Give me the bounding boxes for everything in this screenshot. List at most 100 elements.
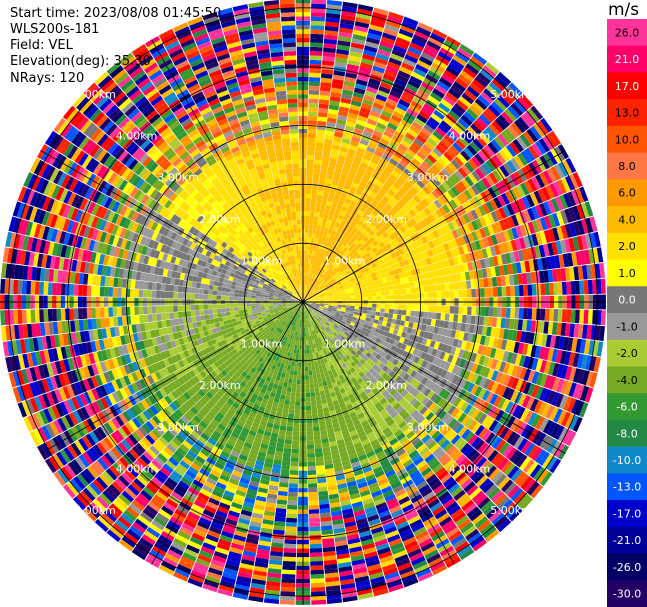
radar-gate: [351, 196, 359, 204]
radar-gate: [333, 275, 339, 280]
radar-gate: [515, 225, 523, 238]
radar-gate: [324, 305, 329, 309]
radar-gate: [318, 234, 323, 240]
radar-gate: [424, 353, 431, 362]
radar-gate: [502, 162, 514, 176]
radar-gate: [389, 259, 395, 266]
radar-gate: [311, 289, 316, 294]
radar-gate: [348, 275, 354, 280]
radar-gate: [424, 234, 432, 243]
radar-gate: [494, 117, 507, 131]
radar-gate: [329, 188, 337, 195]
radar-gate: [292, 431, 300, 437]
radar-gate: [559, 239, 567, 254]
radar-gate: [360, 319, 366, 324]
radar-gate: [490, 210, 499, 223]
radar-gate: [453, 314, 459, 323]
radar-gate: [521, 395, 531, 408]
radar-gate: [292, 353, 297, 358]
radar-gate: [428, 180, 438, 190]
radar-gate: [309, 277, 312, 282]
radar-gate: [464, 129, 476, 141]
radar-gate: [307, 353, 311, 359]
radar-gate: [589, 372, 598, 388]
radar-gate: [387, 122, 398, 131]
radar-gate: [428, 231, 436, 241]
radar-gate: [452, 196, 462, 207]
radar-gate: [510, 239, 518, 252]
radar-gate: [320, 314, 325, 318]
radar-gate: [319, 258, 324, 263]
radar-gate: [395, 178, 405, 187]
radar-gate: [310, 294, 315, 298]
radar-gate: [306, 344, 310, 350]
radar-gate: [289, 405, 295, 410]
radar-gate: [334, 257, 340, 263]
radar-gate: [420, 324, 427, 332]
radar-gate: [349, 267, 355, 273]
radar-gate: [310, 296, 315, 299]
radar-gate: [386, 98, 398, 107]
radar-gate: [362, 248, 369, 255]
radar-gate: [509, 340, 516, 353]
radar-gate: [314, 211, 320, 217]
radar-gate: [294, 405, 301, 411]
radar-gate: [420, 272, 427, 280]
radar-gate: [440, 400, 450, 410]
radar-gate: [316, 129, 326, 135]
radar-gate: [308, 291, 312, 296]
radar-gate: [397, 289, 403, 295]
radar-gate: [312, 290, 317, 294]
radar-gate: [292, 374, 298, 380]
radar-gate: [505, 252, 512, 264]
radar-gate: [355, 213, 362, 220]
radar-gate: [335, 311, 341, 315]
radar-gate: [305, 388, 310, 393]
radar-gate: [340, 309, 346, 313]
radar-gate: [463, 370, 471, 381]
radar-gate: [568, 415, 579, 431]
radar-gate: [312, 283, 316, 288]
radar-gate: [445, 66, 460, 78]
radar-gate: [386, 177, 396, 186]
radar-gate: [318, 216, 324, 222]
radar-gate: [312, 422, 320, 428]
radar-gate: [537, 333, 544, 346]
radar-gate: [503, 362, 511, 374]
radar-gate: [344, 237, 351, 244]
radar-gate: [331, 312, 336, 316]
radar-gate: [523, 355, 531, 369]
radar-gate: [304, 254, 307, 259]
radar-gate: [351, 262, 357, 268]
radar-gate: [322, 289, 327, 293]
radar-gate: [547, 242, 555, 256]
radar-gate: [371, 351, 378, 358]
radar-gate: [379, 114, 391, 123]
radar-gate: [441, 267, 448, 276]
radar-gate: [582, 265, 588, 280]
radar-gate: [309, 51, 323, 56]
radar-gate: [410, 370, 418, 378]
radar-gate: [308, 292, 313, 297]
radar-gate: [399, 336, 405, 344]
radar-gate: [348, 224, 355, 231]
radar-gate: [430, 113, 443, 124]
radar-gate: [316, 311, 321, 316]
radar-gate: [577, 324, 584, 339]
radar-gate: [396, 102, 409, 112]
radar-gate: [561, 177, 571, 193]
radar-gate: [377, 118, 389, 127]
radar-gate: [580, 234, 589, 250]
radar-gate: [535, 386, 544, 400]
radar-gate: [309, 306, 314, 310]
radar-gate: [393, 150, 404, 160]
radar-gate: [427, 285, 433, 292]
radar-gate: [305, 267, 308, 272]
radar-gate: [331, 87, 343, 94]
radar-gate: [306, 303, 311, 306]
radar-gate: [456, 255, 463, 265]
radar-gate: [284, 439, 292, 445]
radar-gate: [523, 410, 534, 424]
radar-gate: [440, 98, 453, 110]
radar-gate: [305, 384, 310, 389]
